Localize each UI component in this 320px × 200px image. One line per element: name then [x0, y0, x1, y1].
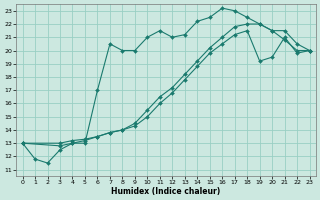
X-axis label: Humidex (Indice chaleur): Humidex (Indice chaleur): [111, 187, 221, 196]
